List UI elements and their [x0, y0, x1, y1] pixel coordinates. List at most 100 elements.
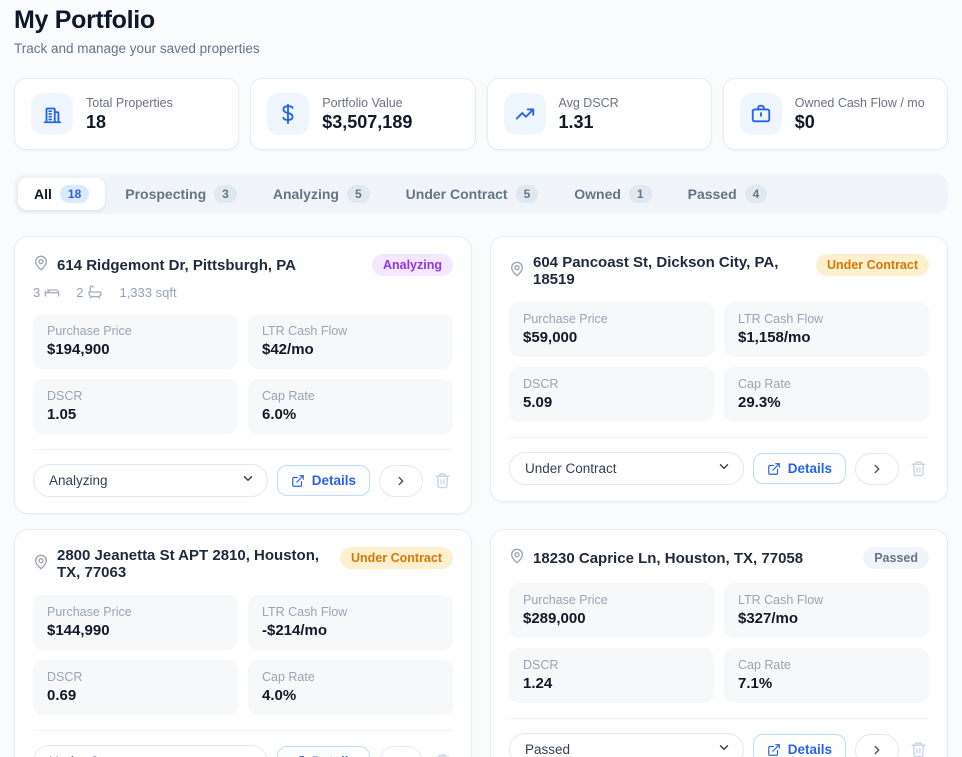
- delete-button[interactable]: [432, 470, 453, 491]
- stat-card-total-properties: Total Properties 18: [14, 78, 240, 150]
- trash-icon: [435, 473, 450, 489]
- property-card-actions: Under Contract Details: [509, 437, 929, 485]
- property-card-header: 2800 Jeanetta St APT 2810, Houston, TX, …: [33, 547, 453, 581]
- tab-filter[interactable]: Analyzing 5: [257, 178, 386, 210]
- property-card-actions: Under Contract Details: [33, 730, 453, 757]
- property-card: 614 Ridgemont Dr, Pittsburgh, PA Analyzi…: [14, 236, 472, 514]
- status-select[interactable]: Analyzing: [33, 464, 268, 497]
- metric-dscr: DSCR 1.05: [33, 379, 238, 434]
- metric-ltr-cash-flow: LTR Cash Flow -$214/mo: [248, 595, 453, 650]
- metric-ltr-cash-flow: LTR Cash Flow $327/mo: [724, 583, 929, 638]
- status-filter-tabs: All 18 Prospecting 3 Analyzing 5 Under C…: [14, 174, 948, 214]
- map-pin-icon: [509, 261, 525, 282]
- delete-button[interactable]: [432, 751, 453, 757]
- external-link-icon: [767, 462, 780, 475]
- tab-label: All: [34, 186, 52, 202]
- property-metrics: Purchase Price $144,990 LTR Cash Flow -$…: [33, 595, 453, 715]
- property-address: 18230 Caprice Ln, Houston, TX, 77058: [533, 549, 804, 567]
- status-select-wrap: Analyzing: [33, 464, 268, 497]
- stat-card-portfolio-value: Portfolio Value $3,507,189: [250, 78, 476, 150]
- property-address: 2800 Jeanetta St APT 2810, Houston, TX, …: [57, 547, 320, 581]
- map-pin-icon: [33, 255, 49, 276]
- metric-purchase-price: Purchase Price $194,900: [33, 314, 238, 369]
- stat-label: Portfolio Value: [322, 95, 403, 110]
- map-pin-icon: [33, 554, 49, 575]
- metric-cap-rate: Cap Rate 7.1%: [724, 648, 929, 703]
- tab-count-badge: 4: [744, 185, 768, 203]
- property-address: 614 Ridgemont Dr, Pittsburgh, PA: [57, 256, 296, 274]
- tab-filter[interactable]: Passed 4: [672, 178, 784, 210]
- status-badge: Analyzing: [371, 254, 453, 276]
- metric-cap-rate: Cap Rate 4.0%: [248, 660, 453, 715]
- building-icon: [31, 93, 73, 135]
- metric-purchase-price: Purchase Price $144,990: [33, 595, 238, 650]
- stats-row: Total Properties 18 Portfolio Value $3,5…: [14, 78, 948, 150]
- metric-dscr: DSCR 1.24: [509, 648, 714, 703]
- chevron-right-icon: [874, 464, 880, 473]
- external-link-icon: [298, 755, 304, 757]
- tab-filter[interactable]: Under Contract 5: [390, 178, 555, 210]
- metric-cap-rate: Cap Rate 6.0%: [248, 379, 453, 434]
- bed-icon: [44, 289, 60, 297]
- stat-label: Total Properties: [86, 95, 173, 110]
- metric-ltr-cash-flow: LTR Cash Flow $42/mo: [248, 314, 453, 369]
- status-badge: Under Contract: [816, 254, 929, 276]
- briefcase-icon: [739, 93, 782, 135]
- property-card: 2800 Jeanetta St APT 2810, Houston, TX, …: [14, 529, 472, 757]
- expand-button[interactable]: [379, 745, 423, 757]
- tab-count-badge: 3: [214, 185, 237, 203]
- expand-button[interactable]: [379, 464, 423, 497]
- details-button[interactable]: Details: [752, 453, 846, 484]
- baths-spec: 2: [76, 284, 103, 300]
- status-select[interactable]: Under Contract: [509, 452, 744, 485]
- details-button[interactable]: Details: [276, 465, 370, 496]
- tab-count-badge: 1: [628, 185, 652, 203]
- expand-button[interactable]: [855, 452, 899, 485]
- tab-label: Prospecting: [125, 186, 207, 202]
- external-link-icon: [767, 743, 780, 756]
- stat-value: $3,507,189: [322, 111, 413, 132]
- stat-value: 1.31: [558, 111, 594, 132]
- status-select[interactable]: Under Contract: [33, 745, 268, 757]
- trash-icon: [911, 742, 926, 757]
- status-badge: Under Contract: [340, 547, 453, 569]
- tab-label: Owned: [574, 186, 621, 202]
- property-card: 604 Pancoast St, Dickson City, PA, 18519…: [490, 236, 948, 502]
- chevron-right-icon: [874, 745, 880, 754]
- tab-label: Under Contract: [405, 186, 508, 202]
- tab-filter[interactable]: Prospecting 3: [109, 178, 253, 210]
- metric-purchase-price: Purchase Price $59,000: [509, 302, 714, 357]
- delete-button[interactable]: [908, 739, 929, 757]
- status-select-wrap: Passed: [509, 733, 744, 757]
- metric-cap-rate: Cap Rate 29.3%: [724, 367, 929, 422]
- stat-value: 18: [86, 111, 107, 132]
- status-select[interactable]: Passed: [509, 733, 744, 757]
- tab-count-badge: 18: [59, 185, 90, 203]
- tab-count-badge: 5: [515, 185, 539, 203]
- stat-label: Owned Cash Flow / mo: [794, 95, 925, 110]
- delete-button[interactable]: [908, 458, 929, 479]
- tab-filter[interactable]: All 18: [18, 178, 106, 210]
- status-select-wrap: Under Contract: [33, 745, 268, 757]
- chevron-right-icon: [398, 476, 404, 485]
- property-specs: 3 2 1,333 sqft: [33, 284, 453, 300]
- details-button[interactable]: Details: [752, 734, 846, 757]
- dollar-icon: [267, 93, 310, 135]
- stat-card-avg-dscr: Avg DSCR 1.31: [486, 78, 712, 150]
- expand-button[interactable]: [855, 733, 899, 757]
- property-card-header: 18230 Caprice Ln, Houston, TX, 77058 Pas…: [509, 547, 929, 569]
- property-metrics: Purchase Price $194,900 LTR Cash Flow $4…: [33, 314, 453, 434]
- details-button[interactable]: Details: [276, 746, 370, 757]
- trash-icon: [911, 461, 926, 477]
- property-metrics: Purchase Price $289,000 LTR Cash Flow $3…: [509, 583, 929, 703]
- tab-filter[interactable]: Owned 1: [558, 178, 667, 210]
- property-card-header: 614 Ridgemont Dr, Pittsburgh, PA Analyzi…: [33, 254, 453, 276]
- tab-label: Passed: [687, 186, 737, 202]
- stat-card-owned-cash-flow: Owned Cash Flow / mo $0: [722, 78, 948, 150]
- property-card-header: 604 Pancoast St, Dickson City, PA, 18519…: [509, 254, 929, 288]
- status-badge: Passed: [863, 547, 929, 569]
- tab-label: Analyzing: [272, 186, 339, 202]
- property-card: 18230 Caprice Ln, Houston, TX, 77058 Pas…: [490, 529, 948, 757]
- stat-value: $0: [794, 111, 815, 132]
